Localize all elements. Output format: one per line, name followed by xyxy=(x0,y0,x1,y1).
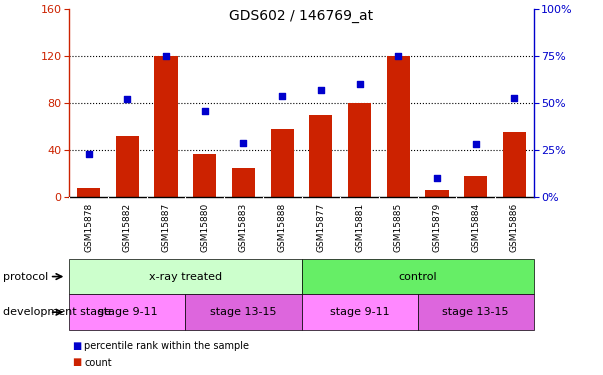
Text: count: count xyxy=(84,357,112,368)
Bar xyxy=(186,294,302,330)
Text: GSM15885: GSM15885 xyxy=(394,203,403,252)
Bar xyxy=(271,129,294,197)
Point xyxy=(393,53,403,59)
Point xyxy=(161,53,171,59)
Text: stage 13-15: stage 13-15 xyxy=(210,307,277,317)
Bar xyxy=(348,103,371,197)
Text: GSM15882: GSM15882 xyxy=(123,203,132,252)
Text: control: control xyxy=(398,272,437,282)
Bar xyxy=(77,188,100,197)
Bar xyxy=(425,190,449,197)
Text: protocol: protocol xyxy=(3,272,48,282)
Bar xyxy=(193,153,216,197)
Text: GSM15879: GSM15879 xyxy=(432,203,441,252)
Point xyxy=(84,151,93,157)
Text: development stage: development stage xyxy=(3,307,111,317)
Text: ■: ■ xyxy=(72,340,81,351)
Bar xyxy=(503,132,526,197)
Text: GSM15888: GSM15888 xyxy=(277,203,286,252)
Bar xyxy=(309,115,332,197)
Text: GSM15880: GSM15880 xyxy=(200,203,209,252)
Text: stage 9-11: stage 9-11 xyxy=(330,307,390,317)
Bar xyxy=(464,176,487,197)
Point xyxy=(200,108,210,114)
Bar xyxy=(417,294,534,330)
Text: GSM15881: GSM15881 xyxy=(355,203,364,252)
Text: stage 9-11: stage 9-11 xyxy=(98,307,157,317)
Point xyxy=(122,96,132,102)
Point xyxy=(239,140,248,146)
Text: GSM15886: GSM15886 xyxy=(510,203,519,252)
Bar xyxy=(69,259,302,294)
Bar xyxy=(154,56,178,197)
Bar xyxy=(302,259,534,294)
Text: GSM15887: GSM15887 xyxy=(162,203,171,252)
Point xyxy=(432,175,442,181)
Point xyxy=(510,94,519,100)
Text: x-ray treated: x-ray treated xyxy=(149,272,222,282)
Text: stage 13-15: stage 13-15 xyxy=(443,307,509,317)
Point xyxy=(316,87,326,93)
Point xyxy=(277,93,287,99)
Text: GSM15883: GSM15883 xyxy=(239,203,248,252)
Text: GSM15877: GSM15877 xyxy=(317,203,326,252)
Bar xyxy=(69,294,186,330)
Bar xyxy=(387,56,410,197)
Bar xyxy=(232,168,255,197)
Bar xyxy=(116,136,139,197)
Point xyxy=(355,81,364,87)
Text: GSM15878: GSM15878 xyxy=(84,203,93,252)
Bar xyxy=(302,294,417,330)
Text: GDS602 / 146769_at: GDS602 / 146769_at xyxy=(229,9,374,23)
Text: ■: ■ xyxy=(72,357,81,368)
Point xyxy=(471,141,481,147)
Text: GSM15884: GSM15884 xyxy=(471,203,480,252)
Text: percentile rank within the sample: percentile rank within the sample xyxy=(84,340,250,351)
